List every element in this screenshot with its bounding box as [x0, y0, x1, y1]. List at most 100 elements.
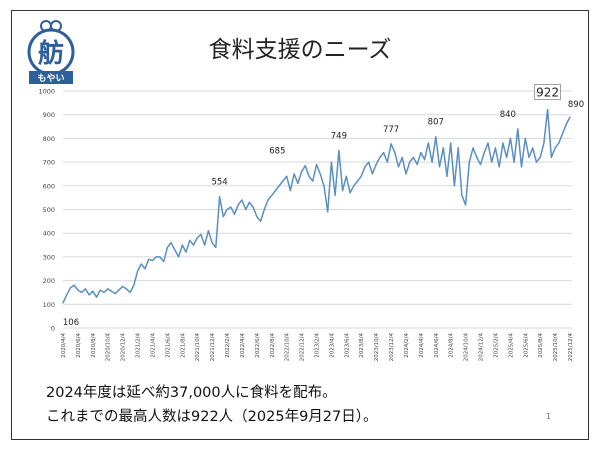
data-label: 922 — [536, 85, 559, 99]
svg-text:もやい: もやい — [37, 73, 64, 84]
data-point — [233, 213, 236, 215]
data-point — [148, 258, 150, 260]
x-tick-label: 2022/6/4 — [255, 333, 261, 358]
data-point — [196, 237, 198, 239]
data-point — [405, 173, 407, 175]
data-point — [360, 175, 362, 177]
x-tick-label: 2022/10/4 — [285, 333, 291, 362]
data-point — [535, 161, 538, 163]
data-label: 807 — [428, 118, 444, 128]
data-point — [397, 166, 400, 168]
y-tick-label: 1000 — [38, 88, 55, 96]
data-point — [241, 199, 243, 201]
y-tick-label: 500 — [43, 206, 55, 214]
data-point — [554, 147, 556, 149]
y-tick-label: 600 — [43, 182, 55, 190]
x-tick-label: 2023/4/4 — [329, 333, 335, 358]
data-point — [453, 185, 456, 187]
data-point — [77, 289, 79, 291]
data-point — [401, 156, 403, 158]
data-point — [383, 152, 385, 154]
footer-line-2: これまでの最高人数は922人（2025年9月27日）。 — [46, 409, 378, 425]
data-point — [166, 246, 168, 249]
data-label-box — [534, 84, 562, 100]
data-label: 840 — [500, 110, 516, 120]
data-point — [118, 289, 120, 291]
data-point — [491, 161, 493, 163]
x-tick-label: 2025/4/4 — [508, 333, 514, 358]
data-point — [103, 291, 105, 294]
svg-text:舫: 舫 — [38, 38, 64, 69]
data-point — [95, 296, 98, 298]
data-point — [274, 189, 277, 192]
data-point — [479, 163, 482, 166]
data-point — [543, 142, 545, 144]
data-point — [155, 256, 157, 258]
data-point — [181, 244, 183, 246]
data-point — [207, 230, 209, 232]
data-point — [81, 291, 83, 294]
data-point — [561, 133, 564, 135]
slide-frame — [11, 10, 589, 440]
x-tick-label: 2022/2/4 — [225, 333, 231, 358]
data-point — [278, 185, 280, 187]
data-point — [528, 156, 530, 158]
data-point — [92, 290, 94, 292]
data-point — [222, 216, 224, 218]
data-point — [341, 189, 344, 192]
y-tick-label: 400 — [43, 230, 55, 238]
data-point — [245, 208, 247, 211]
data-label: 749 — [331, 131, 347, 141]
data-point — [498, 166, 500, 168]
data-point — [547, 108, 549, 111]
data-point — [286, 175, 288, 177]
data-point — [122, 285, 124, 288]
data-point — [69, 287, 72, 289]
data-point — [465, 204, 467, 206]
data-point — [424, 159, 426, 161]
data-point — [461, 194, 463, 196]
data-point — [215, 246, 217, 249]
data-point — [289, 189, 292, 192]
data-point — [323, 185, 325, 187]
data-point — [435, 136, 437, 138]
data-point — [409, 161, 411, 163]
data-point — [125, 288, 127, 290]
data-point — [532, 147, 534, 149]
data-point — [349, 192, 351, 194]
data-point — [345, 175, 347, 177]
data-point — [144, 268, 146, 270]
data-point — [539, 156, 541, 158]
data-point — [368, 161, 370, 163]
x-tick-label: 2025/12/4 — [568, 333, 574, 362]
data-point — [412, 156, 415, 158]
data-point — [110, 290, 113, 292]
data-label: 554 — [211, 178, 227, 188]
data-point — [151, 259, 154, 262]
data-point — [129, 291, 131, 294]
data-point — [520, 166, 523, 168]
data-point — [457, 147, 459, 149]
data-point — [315, 163, 318, 166]
data-point — [446, 175, 448, 177]
x-tick-label: 2024/8/4 — [449, 333, 455, 358]
data-point — [386, 161, 388, 163]
data-point — [550, 156, 552, 158]
data-point — [375, 163, 377, 166]
data-label: 777 — [383, 125, 399, 135]
page-number: 1 — [546, 412, 552, 421]
data-point — [312, 180, 314, 182]
data-point — [271, 194, 273, 196]
x-tick-label: 2022/8/4 — [270, 333, 276, 358]
line-chart: 0 100 200 300 400 500 600 700 800 900 1000 2020/4/4… — [38, 84, 584, 362]
data-point — [308, 175, 310, 177]
data-point — [420, 152, 422, 154]
data-point — [390, 143, 392, 145]
data-point — [468, 161, 470, 163]
data-point — [62, 302, 64, 304]
data-point — [379, 156, 381, 158]
data-point — [159, 256, 161, 258]
data-point — [88, 294, 90, 296]
x-tick-label: 2025/6/4 — [523, 333, 529, 358]
data-point — [174, 249, 176, 251]
